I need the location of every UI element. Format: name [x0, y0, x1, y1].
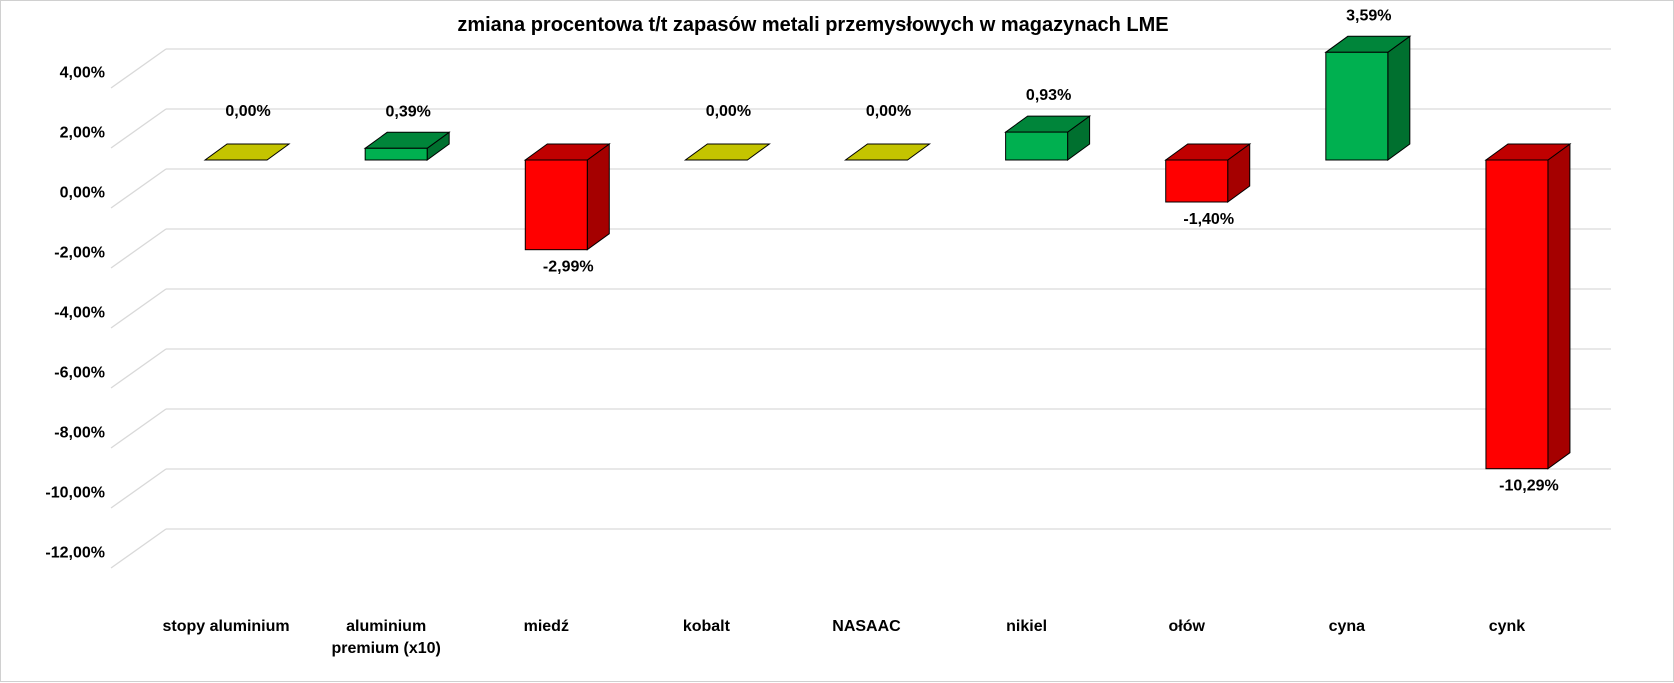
gridline-side [110, 228, 167, 269]
data-label: 0,93% [1026, 87, 1071, 104]
bar-zero-plane [843, 143, 932, 161]
category-label: nikiel [1006, 618, 1047, 635]
bar-side-face [1547, 143, 1571, 470]
gridline-side [110, 528, 167, 569]
y-tick-label: -10,00% [45, 485, 105, 502]
category-label: miedź [524, 618, 569, 635]
category-label: ołów [1169, 618, 1206, 635]
category-label: premium (x10) [331, 640, 440, 657]
data-label: 0,00% [225, 103, 270, 120]
data-label: 0,00% [706, 103, 751, 120]
bar-zero-plane [683, 143, 771, 161]
category-label: cynk [1489, 618, 1526, 635]
bar [364, 147, 428, 161]
y-axis-ticks: 4,00% 2,00% 0,00% -2,00% -4,00% -6,00% -8,00% -… [45, 65, 105, 562]
bar-zero-plane [203, 143, 291, 161]
gridline-side [110, 168, 167, 209]
bar [1005, 131, 1069, 161]
y-tick-label: -4,00% [54, 305, 105, 322]
category-label: kobalt [683, 618, 731, 635]
bar-side-face [586, 143, 610, 251]
bar-group [1484, 143, 1572, 470]
gridline-side [110, 48, 167, 89]
bar [1325, 51, 1389, 161]
bar-group [1164, 143, 1252, 203]
bars [203, 35, 1572, 470]
y-tick-label: 0,00% [60, 185, 105, 202]
bar-group [1324, 35, 1412, 161]
y-tick-label: 2,00% [60, 125, 105, 142]
data-labels: 0,00% 0,39% -2,99% 0,00% 0,00% 0,93% -1,40% 3,5… [225, 7, 1558, 494]
y-tick-label: -8,00% [54, 425, 105, 442]
data-label: 0,39% [385, 103, 430, 120]
data-label: 0,00% [866, 103, 911, 120]
x-axis-categories: stopy aluminium aluminium premium (x10) mie… [162, 618, 1525, 657]
y-tick-label: -12,00% [45, 545, 105, 562]
gridlines [110, 48, 1611, 569]
bar-group [203, 143, 291, 161]
category-label: cyna [1329, 618, 1366, 635]
gridline-side [110, 468, 167, 509]
category-label: NASAAC [832, 618, 901, 635]
gridline-side [110, 108, 167, 149]
y-tick-label: 4,00% [60, 65, 105, 82]
data-label: -1,40% [1183, 211, 1234, 228]
category-label: aluminium [346, 618, 426, 635]
y-tick-label: -2,00% [54, 245, 105, 262]
gridline-side [110, 288, 167, 329]
bar-group [523, 143, 611, 251]
gridline-side [110, 348, 167, 389]
bar-group [843, 143, 932, 161]
data-label: -10,29% [1499, 478, 1559, 495]
gridline-side [110, 408, 167, 449]
bar [1165, 159, 1229, 203]
bar [524, 159, 588, 251]
chart-title: zmiana procentowa t/t zapasów metali prz… [457, 14, 1168, 36]
bar-group [363, 131, 451, 161]
category-label: stopy aluminium [162, 618, 289, 635]
data-label: -2,99% [543, 259, 594, 276]
bar-side-face [1387, 35, 1411, 161]
y-tick-label: -6,00% [54, 365, 105, 382]
bar [1485, 159, 1549, 470]
bar-group [683, 143, 771, 161]
data-label: 3,59% [1346, 7, 1391, 24]
bar-group [1004, 115, 1092, 161]
